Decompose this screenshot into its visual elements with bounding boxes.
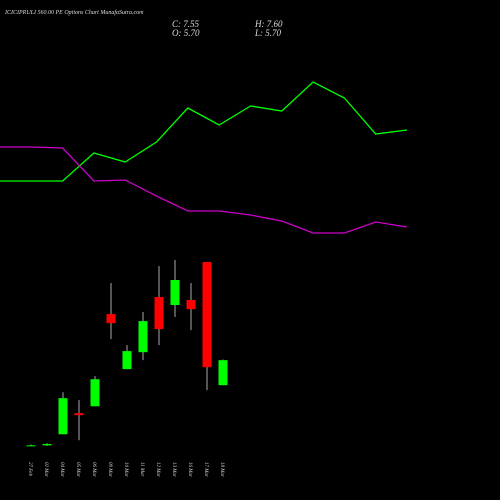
x-tick-label: 27 Feb [27, 462, 32, 477]
x-tick-label: 10 Mar [123, 462, 128, 477]
x-tick-label: 17 Mar [203, 462, 208, 477]
candle-body [106, 314, 116, 324]
candle-body [218, 360, 228, 386]
candle-body [58, 398, 68, 435]
candle-body [74, 413, 84, 416]
open-label: O: 5.70 [172, 28, 200, 38]
x-tick-label: 18 Mar [219, 462, 224, 477]
candle-body [202, 262, 212, 368]
candle-body [186, 300, 196, 310]
high-label: H: 7.60 [254, 19, 283, 29]
x-tick-label: 11 Mar [139, 462, 144, 477]
x-tick-label: 16 Mar [187, 462, 192, 477]
x-tick-label: 09 Mar [107, 462, 112, 477]
candle-body [154, 297, 164, 330]
candle-body [26, 445, 36, 447]
indicator-line [0, 81, 408, 182]
x-tick-label: 06 Mar [91, 462, 96, 477]
x-tick-label: 05 Mar [75, 462, 80, 477]
candle-body [170, 280, 180, 306]
candle-body [138, 321, 148, 353]
indicator-line [0, 146, 408, 234]
x-tick-label: 13 Mar [171, 462, 176, 477]
close-label: C: 7.55 [172, 19, 200, 29]
candle-body [90, 379, 100, 407]
x-tick-label: 04 Mar [59, 462, 64, 477]
candle-body [122, 351, 132, 370]
chart-title: ICICIPRULI 560.00 PE Options Chart Munaf… [4, 9, 144, 16]
candle-body [42, 443, 52, 446]
x-tick-label: 12 Mar [155, 462, 160, 477]
low-label: L: 5.70 [254, 28, 282, 38]
x-tick-label: 02 Mar [43, 462, 48, 477]
